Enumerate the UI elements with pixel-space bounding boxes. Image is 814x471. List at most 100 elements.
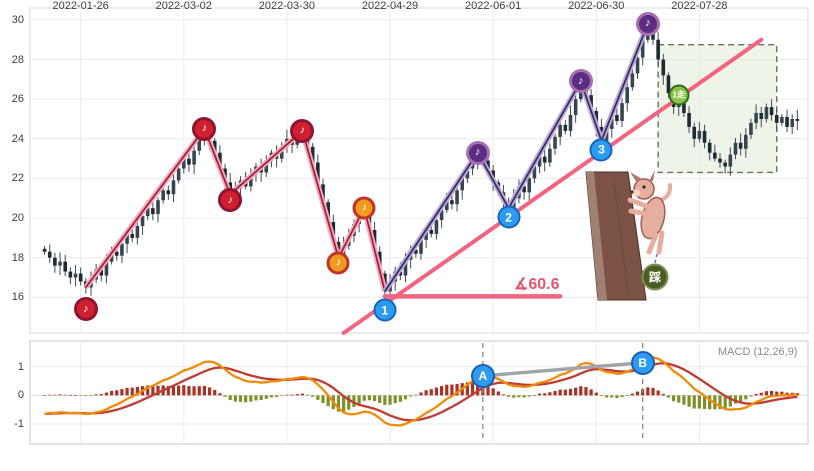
candle-body (728, 154, 733, 167)
price-axis-tick: 30 (11, 13, 24, 26)
candle-body (125, 233, 129, 244)
wave-marker-red[interactable]: ♪ (73, 297, 98, 322)
macd-histogram-bar (568, 388, 573, 396)
macd-histogram-bar (79, 395, 83, 396)
macd-histogram-bar (507, 395, 511, 397)
macd-histogram-bar (213, 389, 217, 396)
macd-histogram-bar (388, 395, 392, 405)
wave-number-marker[interactable]: 3 (589, 138, 613, 162)
candle-body (53, 257, 57, 266)
macd-histogram-bar (692, 395, 696, 409)
macd-histogram-bar (383, 395, 387, 405)
wave-marker-red[interactable]: ♪ (290, 118, 315, 143)
macd-histogram-bar (135, 386, 139, 396)
wave-marker-red[interactable]: ♪ (218, 188, 243, 213)
candle-body (78, 273, 83, 282)
price-axis-tick: 26 (11, 93, 24, 106)
macd-histogram-bar (445, 384, 449, 396)
candle-body (135, 225, 140, 238)
candle-body (795, 118, 800, 121)
angle-annotation[interactable]: ∡60.6 (514, 276, 560, 293)
macd-histogram-bar (362, 395, 366, 401)
macd-histogram-bar (558, 389, 562, 396)
macd-marker-b[interactable]: B (630, 350, 655, 375)
candle-body (785, 116, 789, 127)
macd-histogram-bar (594, 392, 598, 396)
macd-histogram-bar (496, 391, 500, 396)
macd-histogram-bar (104, 392, 109, 396)
macd-histogram-bar (295, 394, 299, 396)
price-axis-tick: 16 (11, 291, 24, 304)
date-axis-label: 2022-01-26 (52, 0, 109, 12)
candle-body (522, 186, 526, 193)
candle-body (403, 259, 408, 276)
candle-body (398, 271, 403, 276)
candle-body (697, 130, 702, 139)
wave-marker-orange[interactable]: ♪ (326, 251, 350, 275)
candle-body (738, 142, 743, 149)
candle-body (176, 168, 181, 181)
candle-body (743, 134, 748, 149)
candle-body (666, 75, 671, 94)
macd-histogram-bar (610, 395, 614, 398)
candle-body (99, 269, 104, 276)
candle-body (790, 118, 794, 127)
macd-histogram-bar (749, 395, 753, 397)
date-axis-label: 2022-07-28 (671, 0, 728, 12)
candle-body (439, 210, 444, 221)
candle-body (455, 190, 459, 205)
candle-body (630, 73, 635, 88)
macd-histogram-bar (501, 394, 506, 396)
macd-histogram-bar (238, 395, 243, 402)
candle-body (140, 216, 145, 226)
macd-histogram-bar (589, 389, 593, 396)
macd-histogram-bar (744, 395, 748, 400)
wave-marker-purple[interactable]: ♪ (465, 140, 490, 165)
candle-body (542, 156, 547, 163)
macd-histogram-bar (264, 395, 268, 399)
macd-axis-tick: -1 (14, 417, 24, 430)
wave-marker-purple[interactable]: ♪ (635, 11, 660, 36)
macd-histogram-bar (342, 395, 346, 412)
candle-body (548, 148, 552, 163)
hanging-badge-marker[interactable]: 踩 (641, 263, 669, 291)
candle-body (419, 239, 423, 254)
candle-body (656, 39, 660, 60)
wave-line-purple-core (384, 23, 649, 292)
wave-marker-red[interactable]: ♪ (192, 116, 217, 141)
macd-histogram-bar (439, 386, 444, 396)
macd-histogram-bar (166, 386, 170, 396)
macd-histogram-bar (192, 386, 196, 396)
candle-body (429, 229, 434, 234)
green-badge-marker[interactable]: 1走 (668, 84, 690, 106)
candle-body (187, 158, 191, 165)
candle-body (749, 122, 753, 135)
wave-number-marker[interactable]: 1 (373, 298, 397, 322)
macd-histogram-bar (305, 394, 310, 396)
macd-histogram-bar (378, 395, 382, 403)
wave-marker-orange[interactable]: ♪ (352, 196, 376, 220)
candle-body (465, 168, 470, 179)
macd-histogram-bar (780, 391, 784, 396)
candle-body (212, 140, 217, 153)
wave-number-marker[interactable]: 2 (497, 205, 521, 229)
macd-marker-a[interactable]: A (470, 363, 495, 388)
candle-body (104, 261, 109, 276)
macd-histogram-bar (718, 395, 722, 410)
macd-histogram-bar (89, 395, 93, 396)
wave-marker-purple[interactable]: ♪ (568, 69, 593, 94)
macd-histogram-bar (223, 395, 227, 397)
macd-histogram-bar (450, 384, 454, 396)
macd-histogram-bar (574, 387, 578, 396)
macd-histogram-bar (300, 393, 304, 396)
macd-histogram-bar (651, 387, 655, 396)
macd-histogram-bar (666, 395, 671, 398)
candle-body (553, 136, 557, 149)
candle-body (759, 113, 764, 119)
macd-histogram-bar (522, 395, 526, 398)
macd-histogram-bar (532, 395, 536, 396)
macd-histogram-bar (347, 395, 351, 410)
macd-histogram-bar (326, 395, 330, 407)
candle-body (764, 107, 769, 119)
